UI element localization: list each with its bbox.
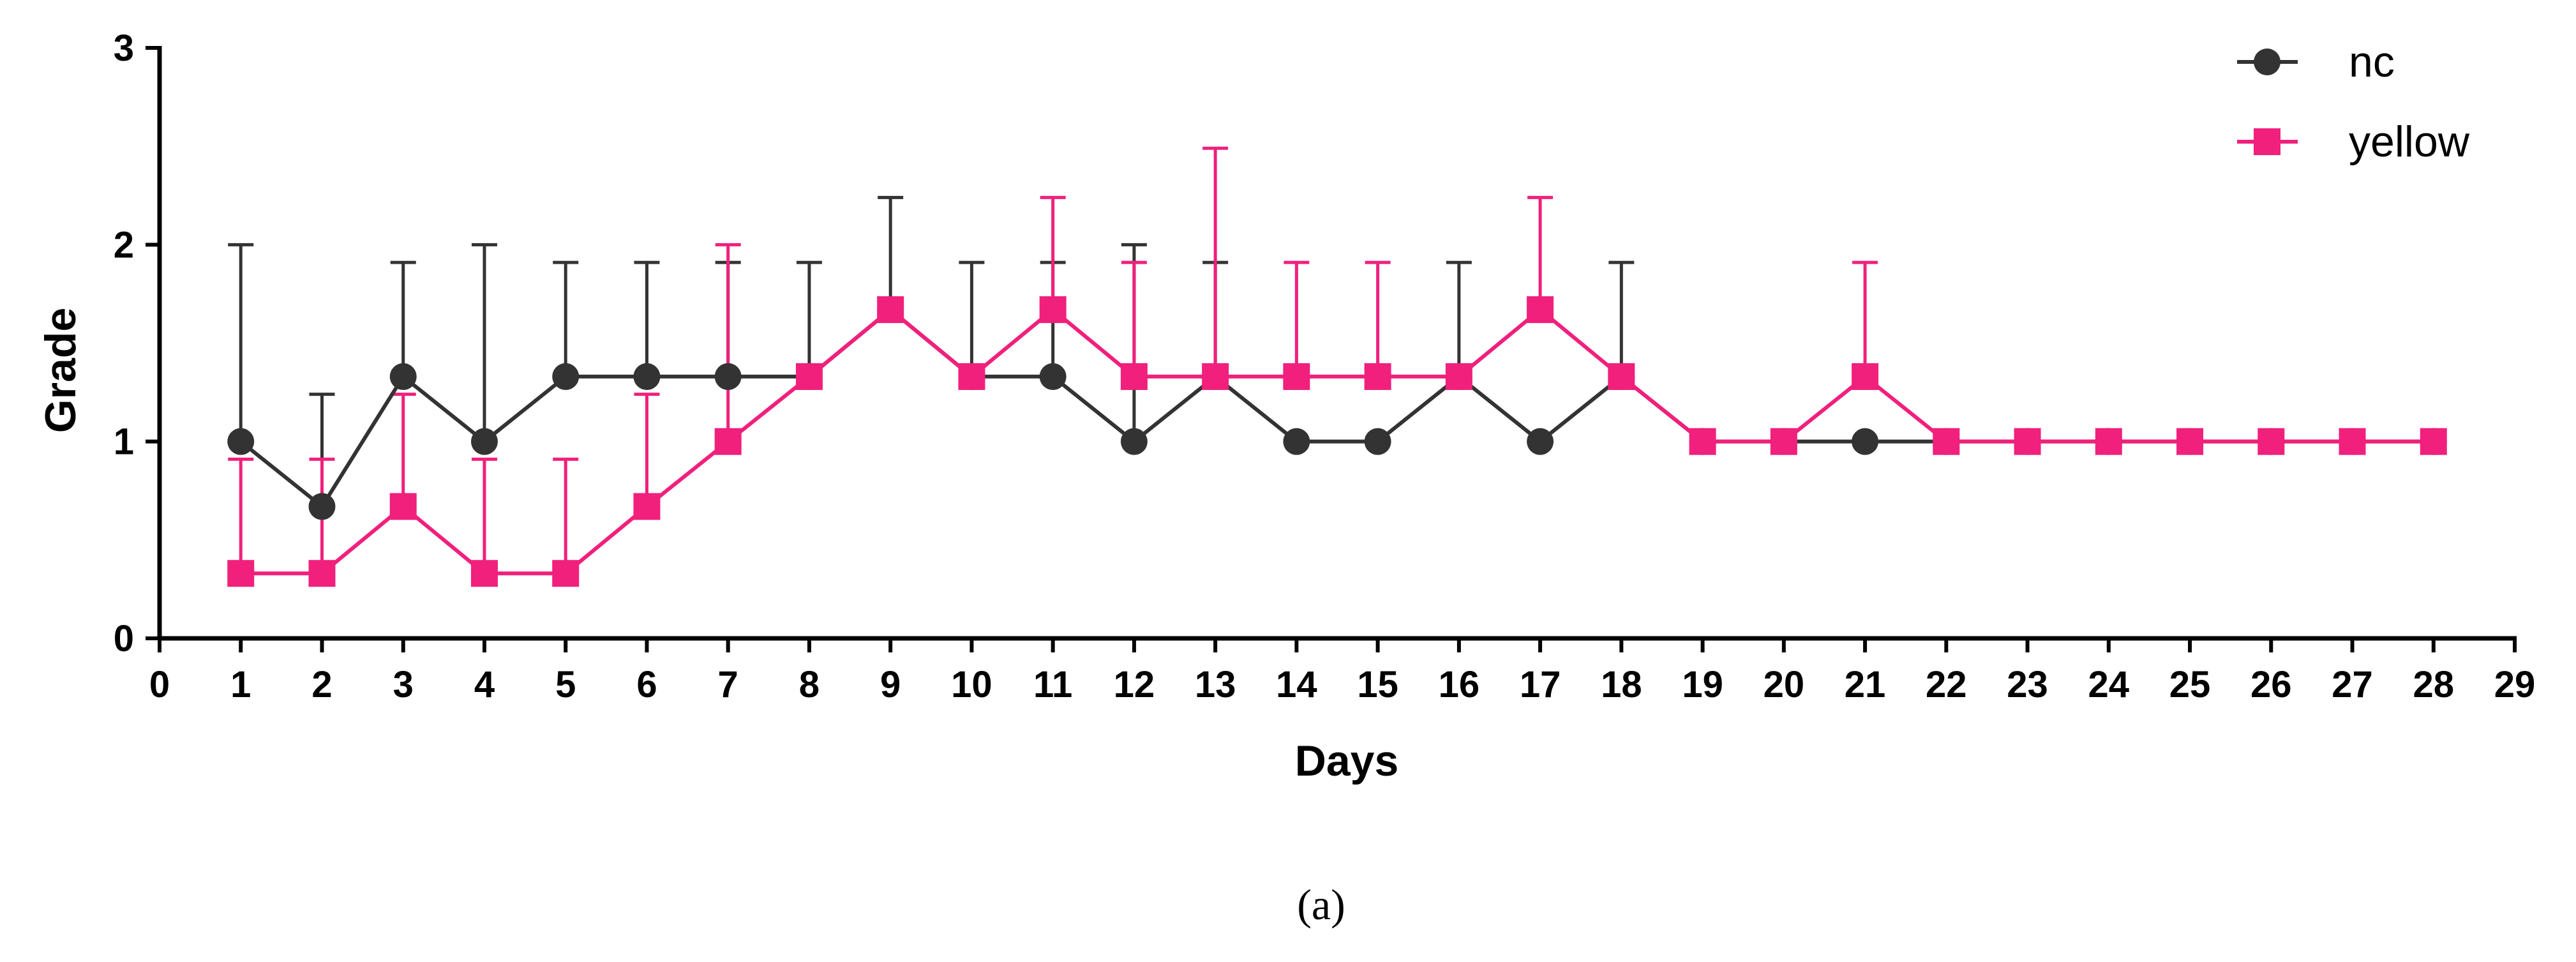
point-nc-21 (1852, 428, 1879, 455)
point-yellow-16 (1445, 363, 1472, 390)
x-tick-label-18: 18 (1601, 664, 1642, 705)
point-nc-6 (633, 363, 661, 390)
x-tick-label-11: 11 (1033, 664, 1072, 705)
x-tick-label-24: 24 (2088, 664, 2130, 705)
point-nc-3 (389, 363, 417, 390)
x-tick-label-1: 1 (230, 664, 251, 705)
point-yellow-21 (1852, 363, 1879, 390)
y-axis-title: Grade (36, 308, 85, 433)
point-yellow-12 (1120, 363, 1148, 390)
x-tick-label-6: 6 (636, 664, 657, 705)
point-yellow-5 (552, 560, 580, 587)
error-bars (228, 146, 1878, 574)
x-axis-title: Days (1295, 737, 1399, 785)
x-tick-label-23: 23 (2007, 664, 2048, 705)
point-yellow-11 (1039, 296, 1067, 324)
legend-yellow-marker (2254, 128, 2280, 155)
point-yellow-20 (1770, 428, 1797, 455)
x-tick-label-5: 5 (555, 664, 576, 705)
point-yellow-26 (2258, 428, 2285, 455)
point-yellow-8 (795, 363, 823, 390)
point-yellow-4 (470, 560, 498, 587)
x-tick-label-27: 27 (2332, 664, 2373, 705)
point-yellow-9 (877, 296, 904, 324)
x-tick-label-16: 16 (1439, 664, 1480, 705)
x-tick-label-0: 0 (149, 664, 170, 705)
point-yellow-27 (2339, 428, 2366, 455)
x-tick-label-28: 28 (2413, 664, 2455, 705)
x-tick-label-22: 22 (1926, 664, 1967, 705)
x-tick-label-13: 13 (1195, 664, 1236, 705)
x-tick-label-2: 2 (311, 664, 332, 705)
legend-yellow-label: yellow (2349, 117, 2470, 166)
point-yellow-10 (958, 363, 985, 390)
series-line-yellow (241, 308, 2434, 576)
x-tick-label-12: 12 (1114, 664, 1155, 705)
point-nc-14 (1283, 428, 1310, 455)
x-tick-label-3: 3 (393, 664, 414, 705)
x-tick-label-25: 25 (2169, 664, 2211, 705)
point-yellow-1 (227, 560, 255, 587)
x-tick-label-9: 9 (880, 664, 901, 705)
point-yellow-28 (2420, 428, 2447, 455)
point-yellow-23 (2014, 428, 2041, 455)
y-tick-label-3: 3 (114, 27, 134, 69)
point-yellow-18 (1608, 363, 1635, 390)
point-yellow-24 (2095, 428, 2122, 455)
x-tick-label-20: 20 (1764, 664, 1805, 705)
point-yellow-14 (1283, 363, 1310, 390)
point-nc-7 (714, 363, 742, 390)
x-tick-label-14: 14 (1276, 664, 1317, 705)
point-nc-17 (1527, 428, 1554, 455)
point-nc-12 (1120, 428, 1148, 455)
x-tick-label-15: 15 (1357, 664, 1398, 705)
figure-caption: (a) (1297, 880, 1345, 929)
point-yellow-6 (633, 493, 661, 520)
axes (146, 46, 2517, 652)
y-tick-label-0: 0 (114, 618, 134, 659)
series-line-nc (239, 308, 2434, 509)
point-nc-4 (470, 428, 498, 455)
y-tick-label-1: 1 (114, 421, 134, 463)
x-tick-label-4: 4 (474, 664, 495, 705)
point-nc-15 (1364, 428, 1391, 455)
legend-nc-label: nc (2349, 38, 2395, 86)
point-yellow-17 (1527, 296, 1554, 324)
legend: nc yellow (2237, 38, 2470, 166)
point-nc-1 (227, 428, 255, 455)
tick-labels: 0 1 2 3 4 5 6 7 8 9 10 11 12 13 14 15 16 17 18 19 20 21 22 23 24… (114, 27, 2536, 705)
point-nc-5 (552, 363, 580, 390)
x-tick-label-8: 8 (799, 664, 820, 705)
point-yellow-2 (308, 560, 336, 587)
series-lines (239, 308, 2434, 576)
x-tick-label-21: 21 (1845, 664, 1886, 705)
point-yellow-13 (1202, 363, 1229, 390)
point-yellow-25 (2176, 428, 2204, 455)
x-tick-label-26: 26 (2250, 664, 2292, 705)
point-yellow-15 (1364, 363, 1391, 390)
x-tick-label-10: 10 (951, 664, 992, 705)
point-nc-2 (308, 493, 336, 520)
x-tick-label-29: 29 (2494, 664, 2536, 705)
x-tick-label-19: 19 (1682, 664, 1723, 705)
point-nc-11 (1039, 363, 1067, 390)
point-yellow-7 (714, 428, 742, 455)
x-tick-label-17: 17 (1520, 664, 1561, 705)
point-yellow-3 (389, 493, 417, 520)
legend-nc-marker (2254, 49, 2280, 75)
series-markers (227, 296, 2447, 587)
point-yellow-19 (1689, 428, 1716, 455)
y-tick-label-2: 2 (114, 224, 134, 266)
point-yellow-22 (1933, 428, 1960, 455)
x-tick-label-7: 7 (718, 664, 738, 705)
